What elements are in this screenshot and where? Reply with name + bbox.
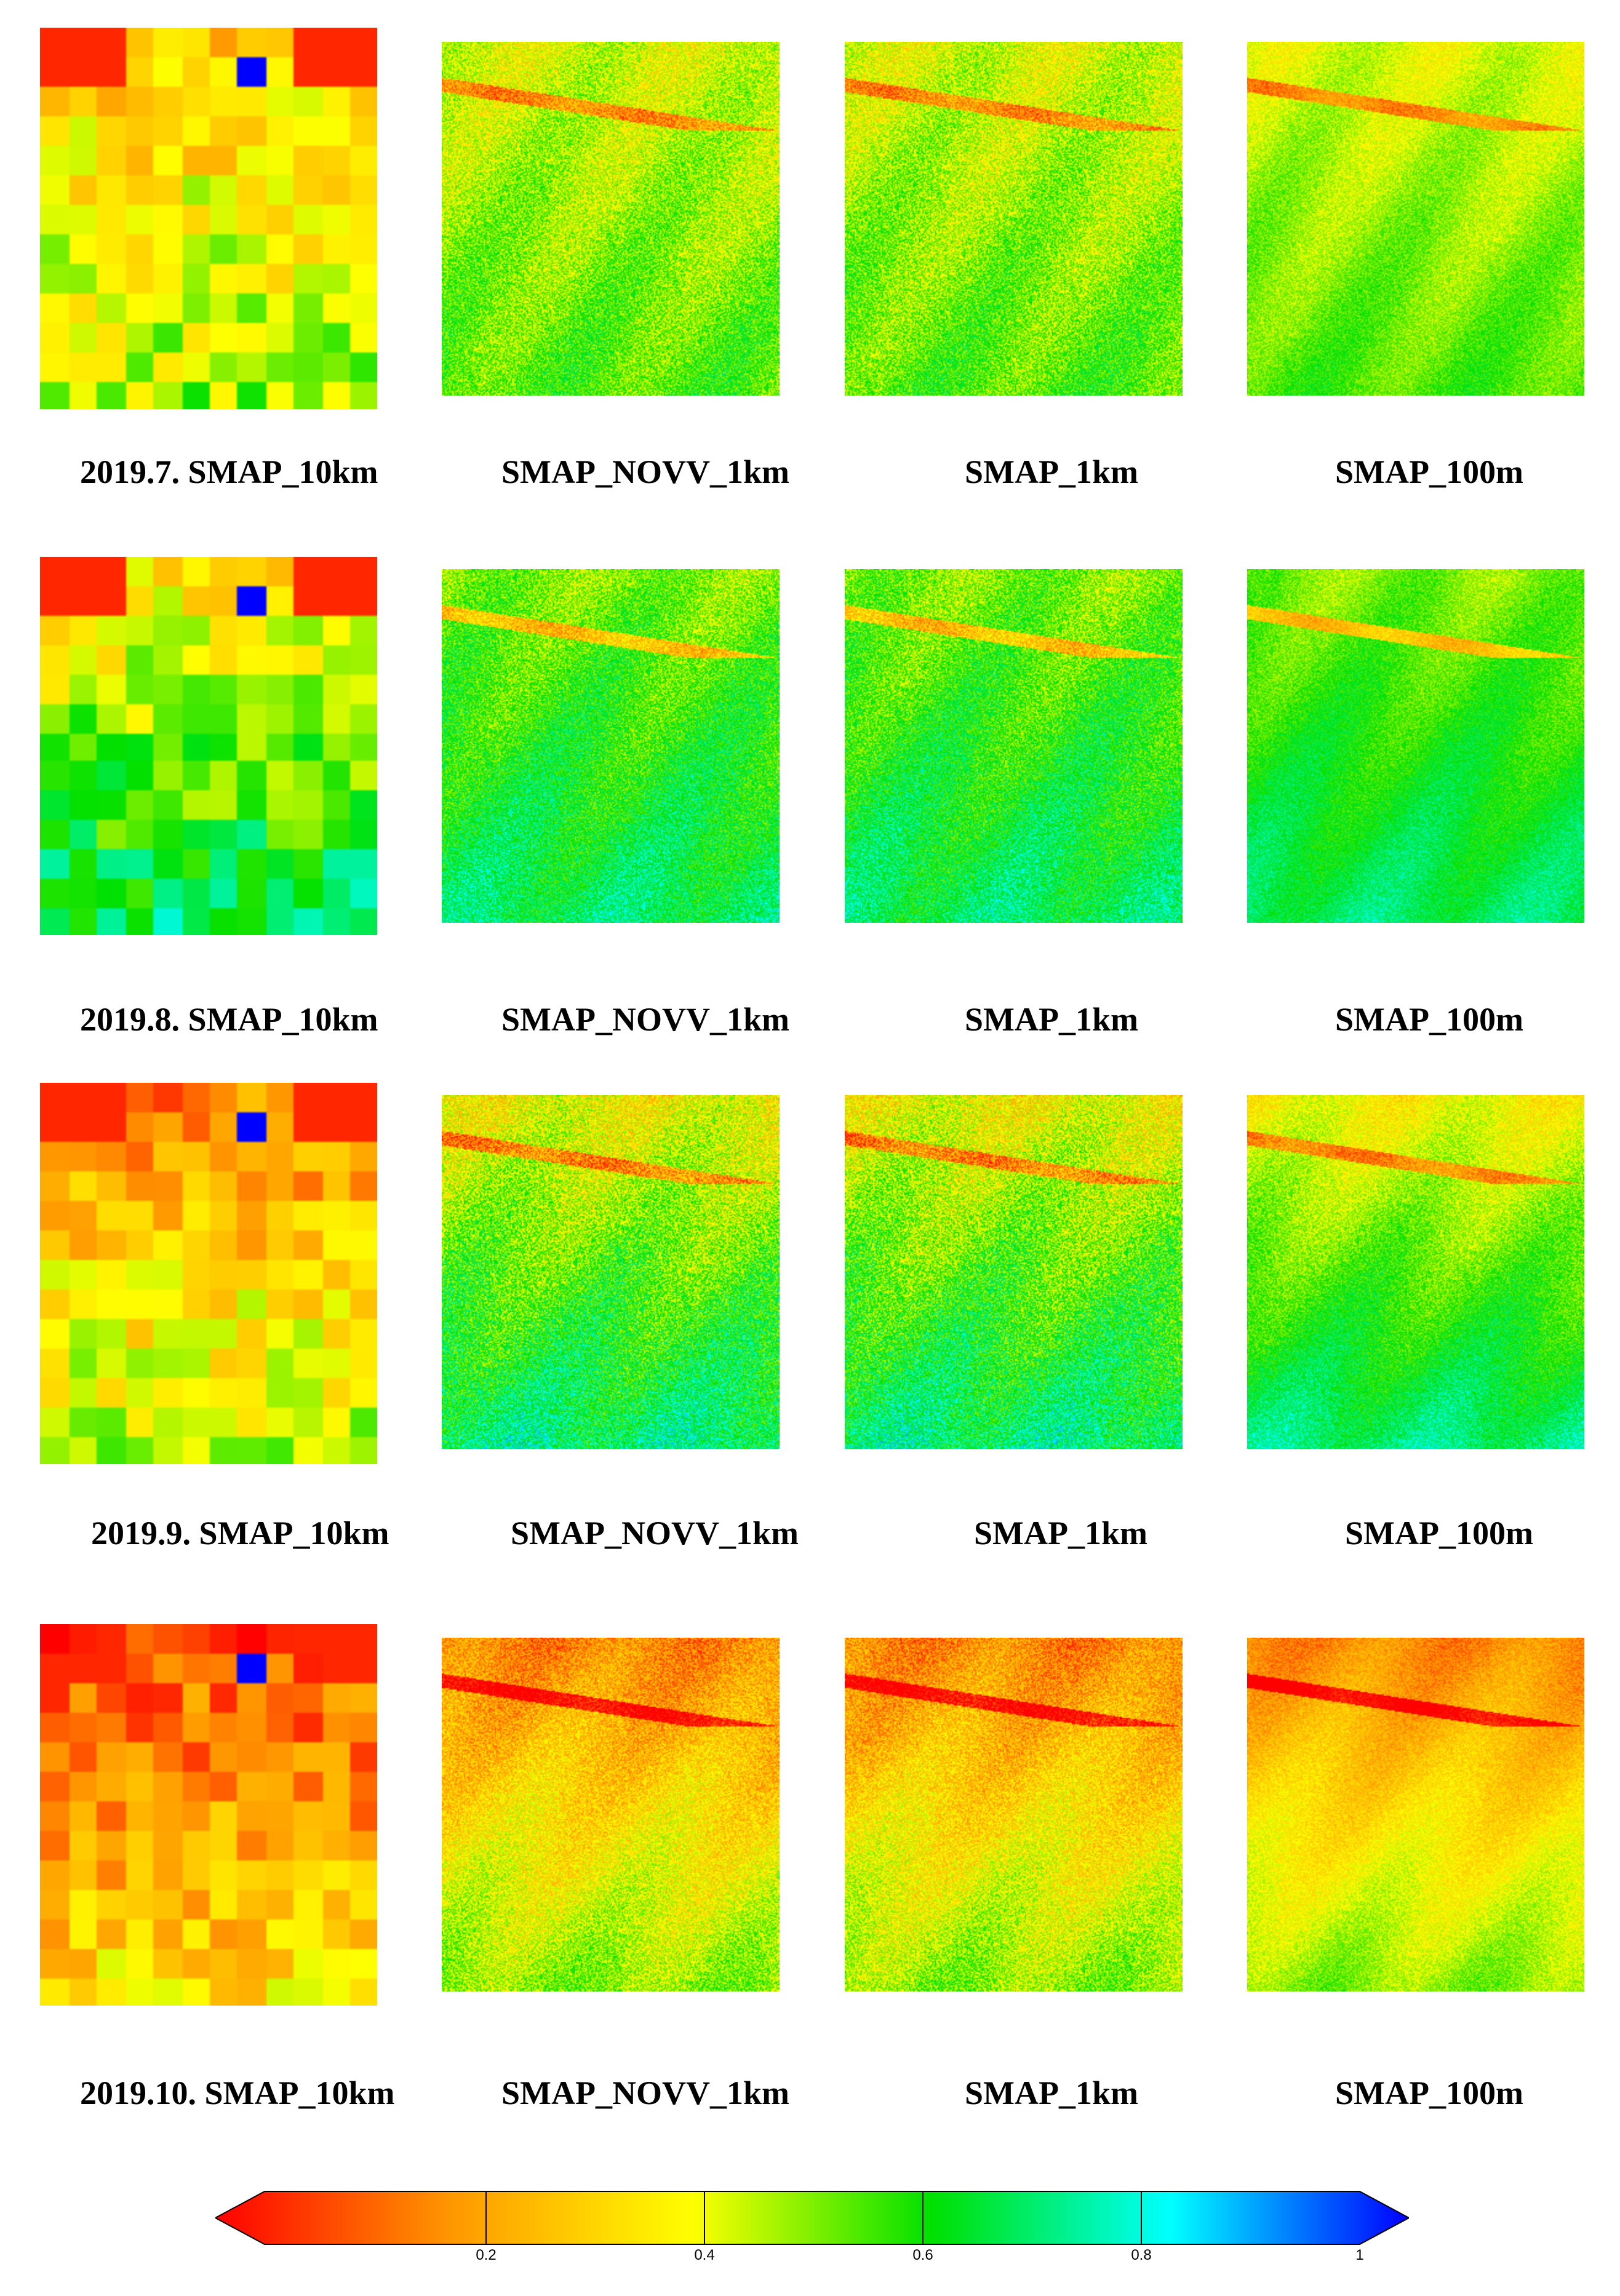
label-2019-8-smap-1km: SMAP_1km bbox=[965, 1001, 1138, 1038]
label-2019-8-smap-100m: SMAP_100m bbox=[1335, 1001, 1523, 1038]
label-2019-9-smap-10km: 2019.9. SMAP_10km bbox=[91, 1515, 389, 1552]
label-2019-9-smap-1km: SMAP_1km bbox=[974, 1515, 1147, 1552]
map-2019-7-smap-novv-1km bbox=[442, 42, 780, 396]
colorbar-tick-label-0.6: 0.6 bbox=[912, 2247, 933, 2263]
label-2019-8-smap-10km: 2019.8. SMAP_10km bbox=[80, 1001, 378, 1038]
map-2019-8-smap-100m bbox=[1247, 569, 1584, 923]
map-2019-8-smap-novv-1km bbox=[442, 569, 780, 923]
label-2019-9-smap-100m: SMAP_100m bbox=[1345, 1515, 1533, 1552]
map-2019-9-smap-100m bbox=[1247, 1095, 1584, 1449]
label-2019-10-smap-novv-1km: SMAP_NOVV_1km bbox=[501, 2075, 789, 2111]
map-2019-7-smap-100m bbox=[1247, 42, 1584, 396]
colorbar-body bbox=[215, 2191, 1409, 2245]
map-2019-8-smap-10km bbox=[40, 557, 377, 935]
label-2019-8-smap-novv-1km: SMAP_NOVV_1km bbox=[501, 1001, 789, 1038]
label-2019-10-smap-100m: SMAP_100m bbox=[1335, 2075, 1523, 2111]
map-2019-10-smap-novv-1km bbox=[442, 1638, 780, 1991]
colorbar bbox=[215, 2191, 1409, 2245]
label-2019-10-smap-1km: SMAP_1km bbox=[965, 2075, 1138, 2111]
map-2019-10-smap-100m bbox=[1247, 1638, 1584, 1991]
label-2019-7-smap-novv-1km: SMAP_NOVV_1km bbox=[501, 453, 789, 490]
colorbar-tick-label-0.8: 0.8 bbox=[1131, 2247, 1152, 2263]
map-2019-7-smap-1km bbox=[845, 42, 1183, 396]
colorbar-tick-label-0.2: 0.2 bbox=[476, 2247, 497, 2263]
map-2019-10-smap-1km bbox=[845, 1638, 1183, 1991]
label-2019-7-smap-100m: SMAP_100m bbox=[1335, 453, 1523, 490]
label-2019-7-smap-1km: SMAP_1km bbox=[965, 453, 1138, 490]
map-2019-9-smap-novv-1km bbox=[442, 1095, 780, 1449]
label-2019-9-smap-novv-1km: SMAP_NOVV_1km bbox=[511, 1515, 799, 1552]
map-2019-7-smap-10km bbox=[40, 28, 377, 409]
map-2019-10-smap-10km bbox=[40, 1624, 377, 2006]
map-2019-9-smap-10km bbox=[40, 1083, 377, 1464]
colorbar-tick-label-0.4: 0.4 bbox=[694, 2247, 715, 2263]
label-2019-7-smap-10km: 2019.7. SMAP_10km bbox=[80, 453, 378, 490]
map-2019-8-smap-1km bbox=[845, 569, 1183, 923]
label-2019-10-smap-10km: 2019.10. SMAP_10km bbox=[80, 2075, 395, 2111]
colorbar-tick-label-1: 1 bbox=[1355, 2247, 1364, 2263]
map-2019-9-smap-1km bbox=[845, 1095, 1183, 1449]
